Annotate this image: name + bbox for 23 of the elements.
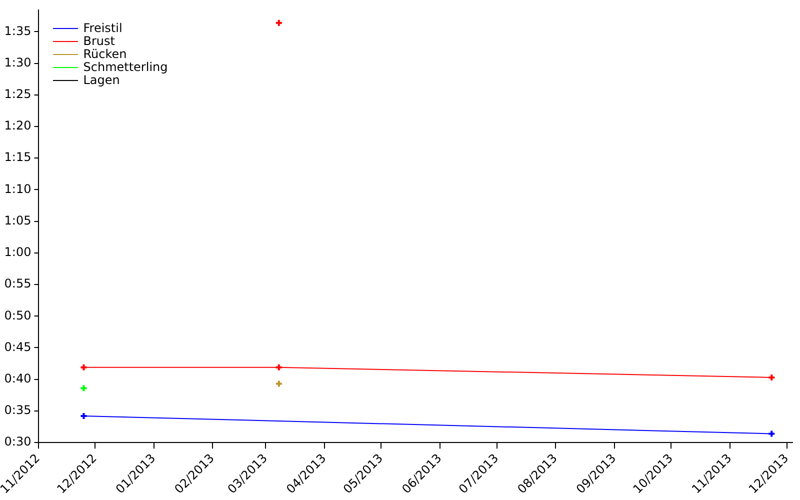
- y-tick-label: 1:00: [4, 245, 32, 260]
- y-tick-label: 0:30: [4, 434, 32, 449]
- y-tick-label: 1:10: [4, 182, 32, 196]
- legend-label: Freistil: [83, 21, 122, 36]
- legend-label: Rücken: [83, 47, 127, 62]
- y-tick-label: 0:35: [4, 403, 32, 418]
- y-tick-label: 1:35: [4, 24, 32, 38]
- point: [80, 384, 88, 392]
- y-tick-label: 0:45: [4, 340, 32, 354]
- y-tick-label: 1:25: [4, 87, 32, 102]
- y-tick-label: 1:20: [4, 118, 32, 133]
- legend-label: Lagen: [83, 73, 120, 88]
- y-tick-label: 1:05: [4, 213, 32, 228]
- point: [274, 363, 283, 372]
- point: [274, 380, 283, 388]
- legend-label: Brust: [83, 34, 115, 48]
- legend-label: Schmetterling: [83, 60, 168, 74]
- y-tick-label: 1:15: [4, 150, 32, 164]
- y-tick-label: 1:30: [4, 55, 32, 70]
- y-tick-label: 0:50: [4, 308, 32, 322]
- y-tick-label: 0:40: [4, 371, 32, 386]
- point: [274, 18, 283, 27]
- y-tick-label: 0:55: [4, 276, 32, 291]
